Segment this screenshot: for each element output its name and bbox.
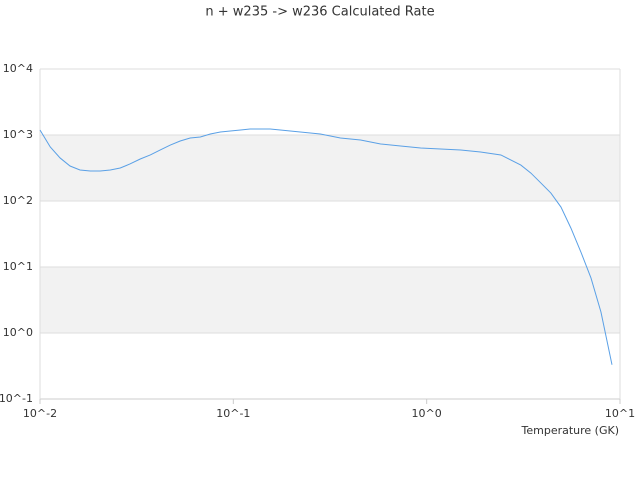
y-tick-label: 10^3	[3, 128, 33, 141]
chart-title: n + w235 -> w236 Calculated Rate	[205, 5, 434, 20]
x-tick-label: 10^-1	[216, 407, 250, 420]
x-tick-label: 10^0	[412, 407, 442, 420]
y-tick-label: 10^0	[3, 326, 33, 339]
y-tick-label: 10^2	[3, 194, 33, 207]
y-tick-label: 10^4	[3, 62, 33, 75]
x-axis-label: Temperature (GK)	[521, 424, 620, 437]
grid-band	[40, 267, 620, 333]
line	[39, 128, 613, 365]
y-tick-label: 10^1	[3, 260, 33, 273]
plot: 10^-1 10^0 10^1 10^2 10^3 10^4 10^-2 10^-1 10^0 1…	[0, 62, 635, 420]
x-tick-label: 10^-2	[23, 407, 57, 420]
y-tick-label: 10^-1	[0, 392, 33, 405]
x-tick-label: 10^1	[605, 407, 635, 420]
grid-band	[40, 135, 620, 201]
